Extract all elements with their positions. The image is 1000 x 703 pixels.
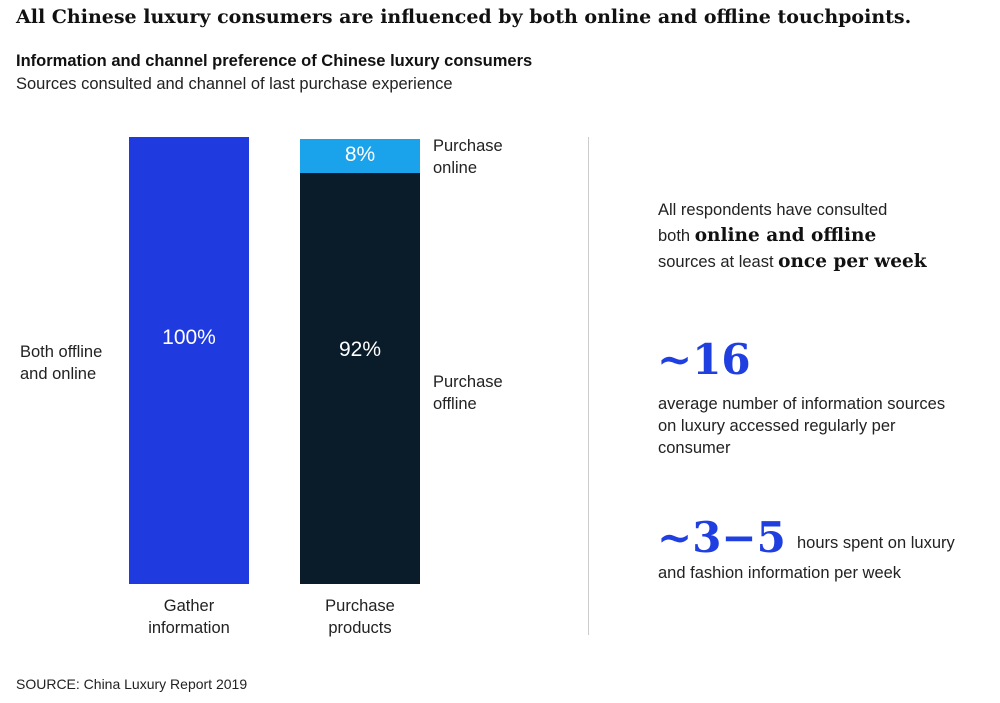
chart-subtitle: Sources consulted and channel of last pu… <box>16 75 453 93</box>
bar-value-label: 92% <box>338 338 382 362</box>
bar-value-label: 100% <box>162 325 216 349</box>
page-title: All Chinese luxury consumers are influen… <box>16 6 912 28</box>
divider <box>588 137 589 635</box>
fact3-number: ~3−5 <box>657 513 786 562</box>
category-label-gather: Gather information <box>148 597 230 637</box>
fact-respondents: All respondents have consulted both onli… <box>658 198 988 275</box>
fact3-text1: hours spent on luxury <box>797 534 955 552</box>
fact1-e: once per week <box>778 251 927 272</box>
legend-both: Both offline and online <box>20 343 103 383</box>
chart-title: Information and channel preference of Ch… <box>16 52 533 70</box>
bar-value-label: 8% <box>344 142 376 166</box>
category-label-purchase: Purchase products <box>325 597 395 637</box>
fact3-text2: and fashion information per week <box>658 564 902 582</box>
bar-both-offline-and-online <box>129 137 249 584</box>
legend-offline: Purchase offline <box>433 373 503 413</box>
fact1-d: sources at least <box>658 253 779 271</box>
fact1-c: online and offline <box>694 225 877 246</box>
fact1-a: All respondents have consulted <box>658 201 888 219</box>
bar-purchase-online <box>300 139 420 173</box>
source-note: SOURCE: China Luxury Report 2019 <box>16 676 248 692</box>
legend-online: Purchase online <box>433 137 503 177</box>
fact2-text: average number of information sources on… <box>658 395 946 457</box>
fact1-b: both <box>658 227 695 245</box>
bar-purchase-offline <box>300 172 420 584</box>
fact2-number: ~16 <box>657 335 751 384</box>
